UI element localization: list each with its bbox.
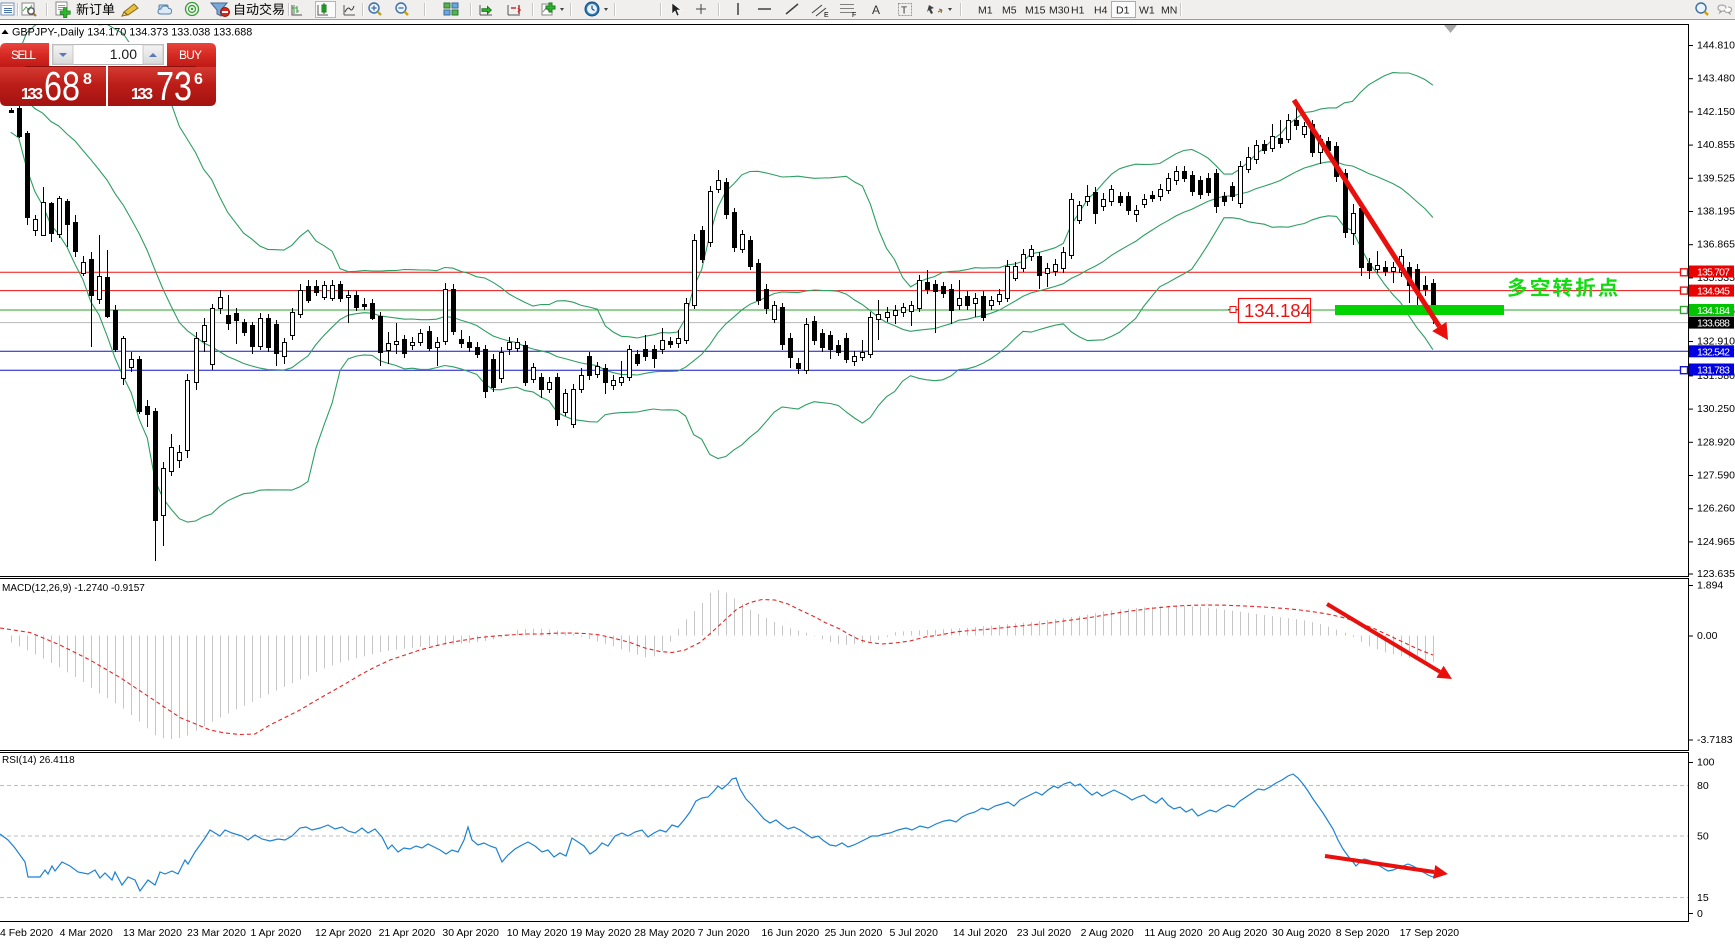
svg-text:127.590: 127.590	[1697, 470, 1735, 482]
svg-text:132.542: 132.542	[1697, 346, 1730, 358]
svg-text:124.965: 124.965	[1697, 536, 1735, 548]
svg-text:134.184: 134.184	[1244, 300, 1311, 321]
svg-text:1.00: 1.00	[110, 46, 137, 62]
svg-text:23 Mar 2020: 23 Mar 2020	[187, 927, 246, 939]
svg-text:0.00: 0.00	[1697, 630, 1718, 642]
svg-text:139.525: 139.525	[1697, 172, 1735, 184]
svg-text:7 Jun 2020: 7 Jun 2020	[698, 927, 750, 939]
svg-text:14 Jul 2020: 14 Jul 2020	[953, 927, 1007, 939]
svg-text:0: 0	[1697, 908, 1703, 920]
svg-text:H4: H4	[1094, 5, 1108, 17]
svg-text:30 Aug 2020: 30 Aug 2020	[1272, 927, 1331, 939]
svg-text:4 Feb 2020: 4 Feb 2020	[0, 927, 53, 939]
svg-text:17 Sep 2020: 17 Sep 2020	[1400, 927, 1460, 939]
svg-text:100: 100	[1697, 757, 1715, 769]
svg-text:138.195: 138.195	[1697, 206, 1735, 218]
svg-text:12 Apr 2020: 12 Apr 2020	[315, 927, 372, 939]
svg-text:25 Jun 2020: 25 Jun 2020	[825, 927, 883, 939]
svg-text:M5: M5	[1002, 5, 1017, 17]
svg-text:144.810: 144.810	[1697, 40, 1735, 52]
svg-text:8 Sep 2020: 8 Sep 2020	[1336, 927, 1390, 939]
svg-text:MACD(12,26,9) -1.2740 -0.9157: MACD(12,26,9) -1.2740 -0.9157	[2, 583, 145, 594]
svg-text:M1: M1	[978, 5, 993, 17]
svg-text:23 Jul 2020: 23 Jul 2020	[1017, 927, 1071, 939]
svg-text:2 Aug 2020: 2 Aug 2020	[1081, 927, 1134, 939]
svg-text:136.865: 136.865	[1697, 239, 1735, 251]
svg-text:134.184: 134.184	[1697, 305, 1730, 317]
svg-text:21 Apr 2020: 21 Apr 2020	[379, 927, 436, 939]
svg-text:T: T	[901, 6, 907, 17]
svg-text:D1: D1	[1116, 5, 1130, 17]
svg-text:133: 133	[21, 86, 43, 103]
svg-text:80: 80	[1697, 780, 1709, 792]
svg-text:123.635: 123.635	[1697, 568, 1735, 580]
svg-text:11 Aug 2020: 11 Aug 2020	[1144, 927, 1202, 939]
svg-text:-3.7183: -3.7183	[1697, 734, 1733, 746]
svg-text:F: F	[852, 12, 856, 19]
svg-text:133: 133	[131, 86, 153, 103]
svg-text:BUY: BUY	[179, 48, 202, 62]
svg-text:10 May 2020: 10 May 2020	[507, 927, 568, 939]
svg-text:8: 8	[83, 71, 92, 88]
svg-text:73: 73	[156, 63, 192, 109]
svg-text:1 Apr 2020: 1 Apr 2020	[251, 927, 302, 939]
svg-text:30 Apr 2020: 30 Apr 2020	[442, 927, 499, 939]
svg-text:MN: MN	[1161, 5, 1177, 17]
svg-text:130.250: 130.250	[1697, 403, 1735, 415]
svg-text:20 Aug 2020: 20 Aug 2020	[1208, 927, 1267, 939]
svg-text:6: 6	[194, 71, 203, 88]
svg-text:A: A	[872, 3, 880, 17]
svg-text:RSI(14) 26.4118: RSI(14) 26.4118	[2, 755, 75, 766]
svg-text:5 Jul 2020: 5 Jul 2020	[890, 927, 939, 939]
svg-text:E: E	[824, 12, 829, 19]
svg-text:19 May 2020: 19 May 2020	[571, 927, 632, 939]
svg-text:140.855: 140.855	[1697, 139, 1735, 151]
svg-text:50: 50	[1697, 831, 1709, 843]
svg-text:143.480: 143.480	[1697, 73, 1735, 85]
svg-text:GBPJPY-,Daily 134.170 134.373: GBPJPY-,Daily 134.170 134.373 133.038 13…	[12, 27, 252, 39]
svg-text:4 Mar 2020: 4 Mar 2020	[60, 927, 113, 939]
svg-text:13 Mar 2020: 13 Mar 2020	[123, 927, 182, 939]
svg-text:131.783: 131.783	[1697, 365, 1730, 377]
svg-text:M15: M15	[1025, 5, 1046, 17]
svg-text:68: 68	[44, 63, 80, 109]
svg-text:134.945: 134.945	[1697, 286, 1730, 298]
svg-text:135.707: 135.707	[1697, 267, 1730, 279]
svg-text:SELL: SELL	[11, 48, 36, 62]
svg-text:M30: M30	[1049, 5, 1070, 17]
svg-text:15: 15	[1697, 892, 1709, 904]
svg-text:1.894: 1.894	[1697, 580, 1723, 592]
svg-text:126.260: 126.260	[1697, 503, 1735, 515]
svg-text:28 May 2020: 28 May 2020	[634, 927, 695, 939]
svg-text:H1: H1	[1071, 5, 1085, 17]
svg-text:132.910: 132.910	[1697, 336, 1735, 348]
svg-text:16 Jun 2020: 16 Jun 2020	[761, 927, 819, 939]
svg-text:128.920: 128.920	[1697, 436, 1735, 448]
svg-text:142.150: 142.150	[1697, 106, 1735, 118]
svg-text:W1: W1	[1139, 5, 1155, 17]
svg-text:133.688: 133.688	[1697, 318, 1730, 330]
